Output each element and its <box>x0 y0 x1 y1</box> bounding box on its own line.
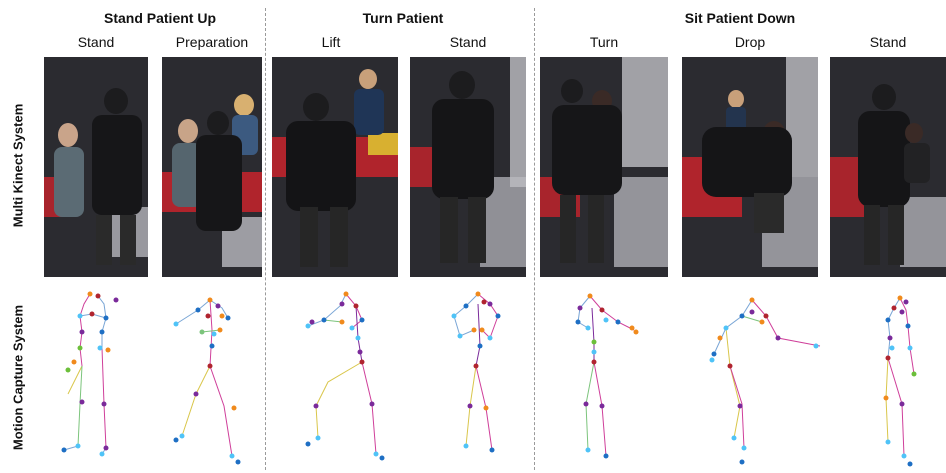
phase-label-lift: Lift <box>321 34 341 50</box>
mocap-skeleton-drop <box>682 286 821 470</box>
kinect-frame-preparation <box>162 57 262 277</box>
phase-label-stand-2: Stand <box>449 34 487 50</box>
kinect-frame-stand-1 <box>44 57 148 277</box>
kinect-frame-drop <box>682 57 818 277</box>
mocap-skeleton-stand-3 <box>830 286 946 470</box>
mocap-skeleton-stand-1 <box>44 286 148 470</box>
mocap-skeleton-lift <box>272 286 398 470</box>
phase-label-stand-3: Stand <box>869 34 907 50</box>
kinect-frame-lift <box>272 57 398 277</box>
kinect-frame-stand-3 <box>830 57 946 277</box>
phase-label-turn: Turn <box>589 34 619 50</box>
mocap-skeleton-stand-2 <box>410 286 526 470</box>
group-separator-2 <box>534 8 535 470</box>
mocap-skeleton-preparation <box>162 286 262 470</box>
kinect-frame-turn <box>540 57 668 277</box>
group-title-sit-patient-down: Sit Patient Down <box>684 10 796 26</box>
row-label-motion-capture: Motion Capture System <box>10 304 26 451</box>
group-separator-1 <box>265 8 266 470</box>
group-title-turn-patient: Turn Patient <box>362 10 444 26</box>
mocap-skeleton-turn <box>540 286 668 470</box>
phase-label-stand-1: Stand <box>77 34 115 50</box>
phase-label-preparation: Preparation <box>175 34 249 50</box>
phase-label-drop: Drop <box>734 34 766 50</box>
kinect-frame-stand-2 <box>410 57 526 277</box>
row-label-multi-kinect: Multi Kinect System <box>10 103 26 228</box>
group-title-stand-patient-up: Stand Patient Up <box>103 10 216 26</box>
